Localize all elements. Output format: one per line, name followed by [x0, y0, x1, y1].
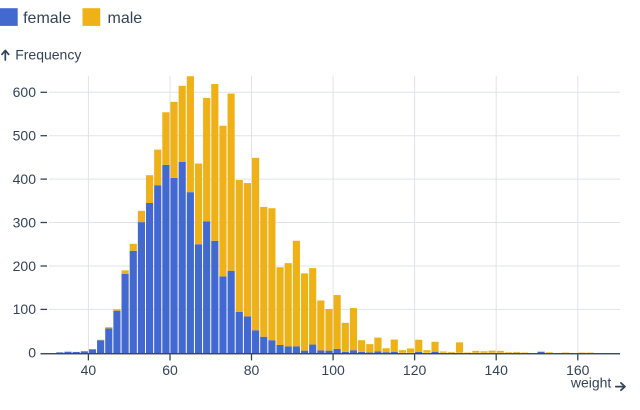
svg-text:weight: weight [570, 375, 612, 391]
svg-text:Frequency: Frequency [15, 47, 81, 63]
svg-text:500: 500 [13, 128, 37, 144]
svg-text:160: 160 [566, 362, 590, 378]
svg-text:male: male [108, 10, 143, 27]
svg-text:100: 100 [321, 362, 345, 378]
svg-text:600: 600 [13, 84, 37, 100]
svg-text:200: 200 [13, 258, 37, 274]
svg-text:80: 80 [244, 362, 260, 378]
svg-text:60: 60 [162, 362, 178, 378]
svg-text:300: 300 [13, 214, 37, 230]
svg-text:40: 40 [81, 362, 97, 378]
svg-text:120: 120 [403, 362, 427, 378]
svg-text:100: 100 [13, 301, 37, 317]
svg-text:140: 140 [485, 362, 509, 378]
svg-text:female: female [23, 10, 71, 27]
svg-text:400: 400 [13, 171, 37, 187]
svg-text:0: 0 [28, 345, 36, 361]
